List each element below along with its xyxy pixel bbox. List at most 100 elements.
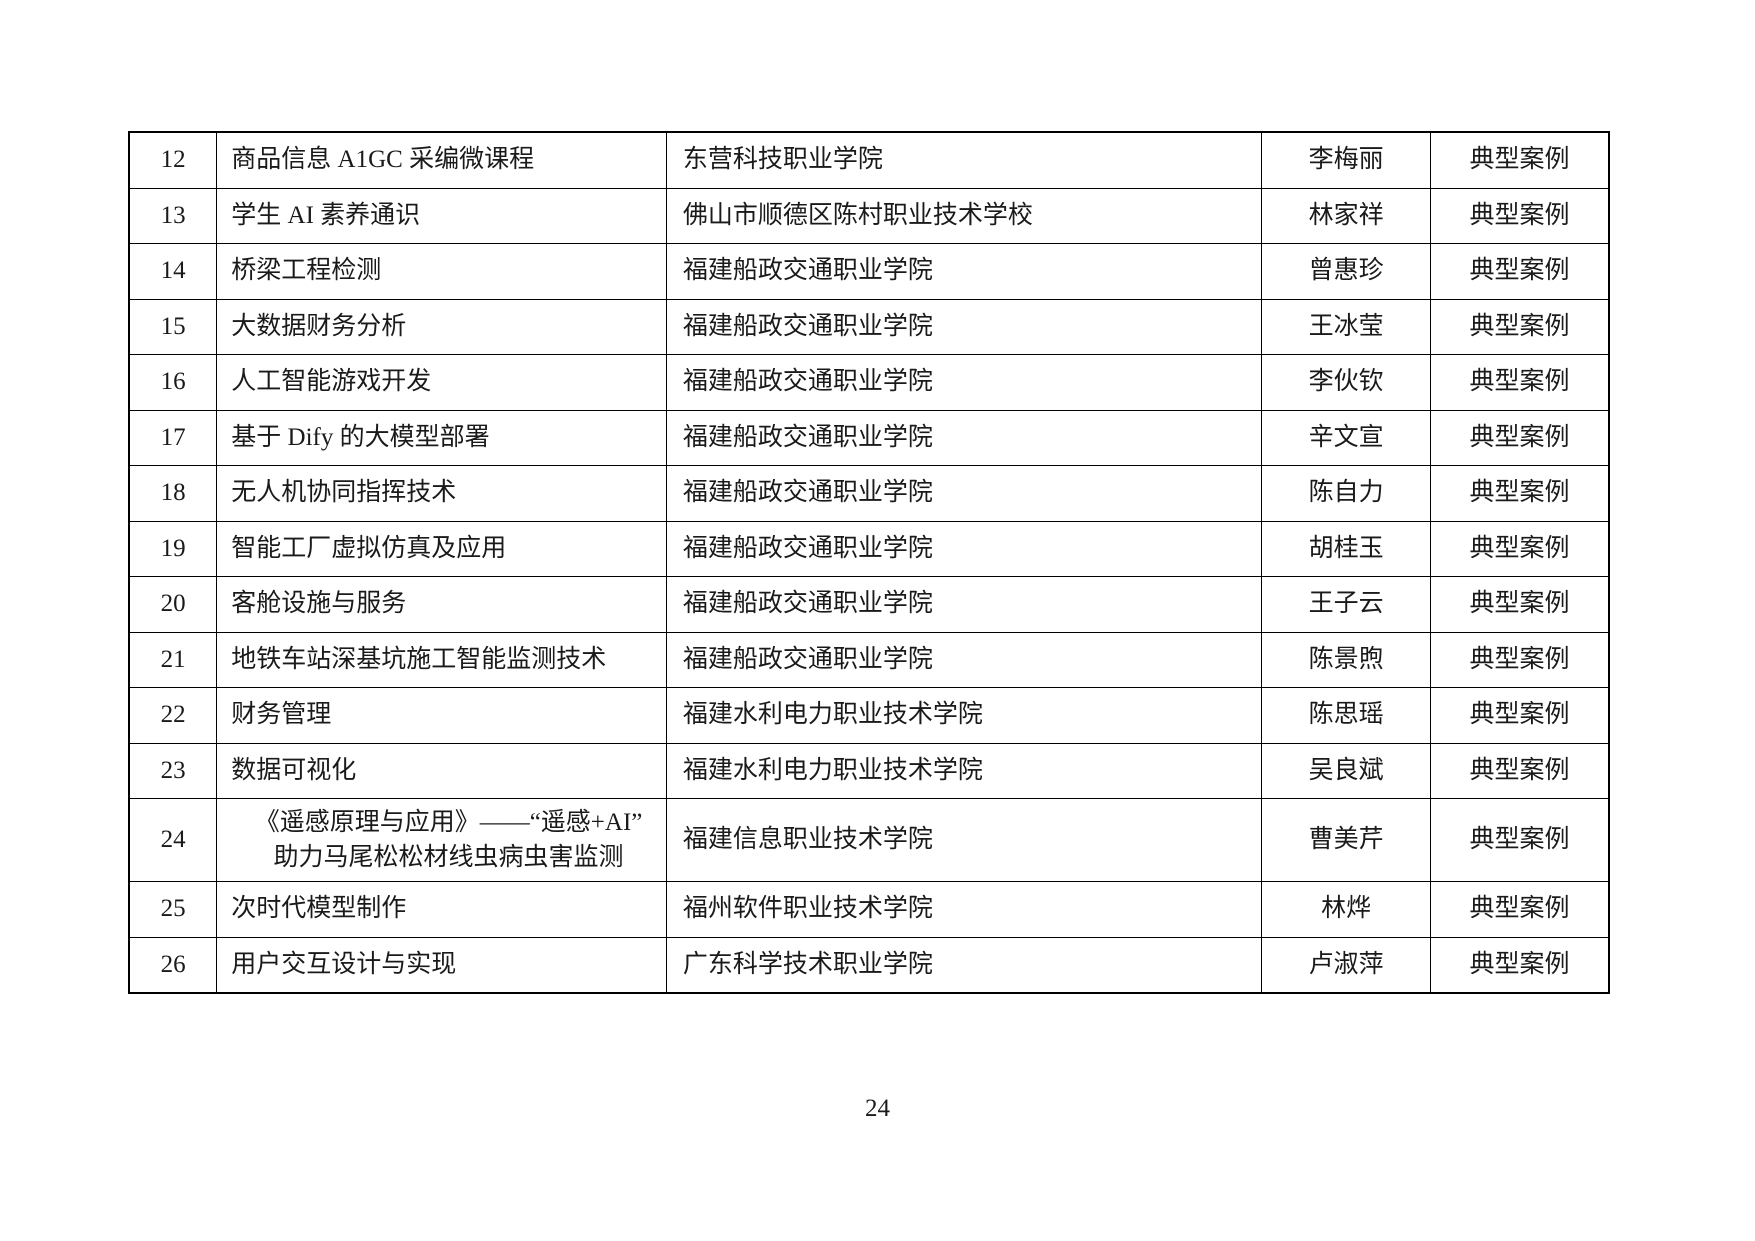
course-name-cell: 学生 AI 素养通识 [216,187,667,244]
school-name-cell: 福建船政交通职业学院 [665,243,1263,300]
school-name-cell: 福建船政交通职业学院 [665,354,1263,411]
table-row: 12 商品信息 A1GC 采编微课程 东营科技职业学院 李梅丽 典型案例 [128,131,1610,189]
award-type-cell: 典型案例 [1430,409,1610,466]
course-name-cell: 客舱设施与服务 [216,576,667,633]
school-name-cell: 福建水利电力职业技术学院 [665,742,1263,799]
award-type-cell: 典型案例 [1430,243,1610,300]
school-name-cell: 福建信息职业技术学院 [665,798,1263,882]
award-type-cell: 典型案例 [1430,687,1610,744]
school-name-cell: 福建船政交通职业学院 [665,465,1263,522]
row-index-cell: 24 [128,798,218,882]
award-type-cell: 典型案例 [1430,576,1610,633]
award-type-cell: 典型案例 [1430,131,1610,189]
school-name-cell: 佛山市顺德区陈村职业技术学校 [665,187,1263,244]
teacher-name-cell: 陈景煦 [1261,631,1432,688]
table-row: 17 基于 Dify 的大模型部署 福建船政交通职业学院 辛文宣 典型案例 [128,409,1610,466]
award-type-cell: 典型案例 [1430,798,1610,882]
teacher-name-cell: 林家祥 [1261,187,1432,244]
table-row: 19 智能工厂虚拟仿真及应用 福建船政交通职业学院 胡桂玉 典型案例 [128,520,1610,577]
table-row: 16 人工智能游戏开发 福建船政交通职业学院 李伙钦 典型案例 [128,354,1610,411]
course-name-text: 次时代模型制作 [231,895,407,923]
row-index-cell: 26 [128,936,218,994]
teacher-name-cell: 胡桂玉 [1261,520,1432,577]
school-name-cell: 福州软件职业技术学院 [665,881,1263,938]
table-row: 18 无人机协同指挥技术 福建船政交通职业学院 陈自力 典型案例 [128,465,1610,522]
course-name-text: 智能工厂虚拟仿真及应用 [231,534,507,562]
award-type-cell: 典型案例 [1430,354,1610,411]
teacher-name-cell: 吴良斌 [1261,742,1432,799]
teacher-name-cell: 卢淑萍 [1261,936,1432,994]
table-row: 23 数据可视化 福建水利电力职业技术学院 吴良斌 典型案例 [128,742,1610,799]
course-name-cell: 财务管理 [216,687,667,744]
school-name-cell: 福建船政交通职业学院 [665,631,1263,688]
award-type-cell: 典型案例 [1430,520,1610,577]
table-row: 15 大数据财务分析 福建船政交通职业学院 王冰莹 典型案例 [128,298,1610,355]
course-name-text: 大数据财务分析 [231,312,407,340]
course-name-text: 人工智能游戏开发 [231,368,432,396]
course-name-text: 地铁车站深基坑施工智能监测技术 [231,645,607,673]
teacher-name-cell: 陈自力 [1261,465,1432,522]
course-name-text: 基于 Dify 的大模型部署 [231,423,490,451]
award-type-cell: 典型案例 [1430,187,1610,244]
table-row: 22 财务管理 福建水利电力职业技术学院 陈思瑶 典型案例 [128,687,1610,744]
course-name-text: 用户交互设计与实现 [231,950,457,978]
course-name-cell: 人工智能游戏开发 [216,354,667,411]
course-name-text: 学生 AI 素养通识 [231,201,421,229]
course-name-text: 客舱设施与服务 [231,590,407,618]
course-name-cell: 次时代模型制作 [216,881,667,938]
teacher-name-cell: 曾惠珍 [1261,243,1432,300]
award-type-cell: 典型案例 [1430,631,1610,688]
course-name-text: 桥梁工程检测 [231,257,382,285]
course-name-text: 商品信息 A1GC 采编微课程 [231,146,535,174]
row-index-cell: 12 [128,131,218,189]
course-name-cell: 商品信息 A1GC 采编微课程 [216,131,667,189]
school-name-cell: 福建船政交通职业学院 [665,520,1263,577]
table-row: 25 次时代模型制作 福州软件职业技术学院 林烨 典型案例 [128,881,1610,938]
school-name-cell: 福建船政交通职业学院 [665,298,1263,355]
table-row: 13 学生 AI 素养通识 佛山市顺德区陈村职业技术学校 林家祥 典型案例 [128,187,1610,244]
teacher-name-cell: 陈思瑶 [1261,687,1432,744]
course-name-text: 无人机协同指挥技术 [231,479,457,507]
teacher-name-cell: 李伙钦 [1261,354,1432,411]
row-index-cell: 17 [128,409,218,466]
table-row: 20 客舱设施与服务 福建船政交通职业学院 王子云 典型案例 [128,576,1610,633]
teacher-name-cell: 王子云 [1261,576,1432,633]
school-name-cell: 福建船政交通职业学院 [665,409,1263,466]
course-name-line: 助力马尾松松材线虫病虫害监测 [273,844,624,871]
award-type-cell: 典型案例 [1430,881,1610,938]
school-name-cell: 福建船政交通职业学院 [665,576,1263,633]
course-list-table: 12 商品信息 A1GC 采编微课程 东营科技职业学院 李梅丽 典型案例 13 学生 AI … [128,131,1610,994]
course-name-cell: 智能工厂虚拟仿真及应用 [216,520,667,577]
page-number: 24 [865,1095,890,1122]
course-name-multiline: 《遥感原理与应用》——“遥感+AI” 助力马尾松松材线虫病虫害监测 [231,803,666,878]
course-name-text: 财务管理 [231,701,332,729]
teacher-name-cell: 林烨 [1261,881,1432,938]
course-table-container: 12 商品信息 A1GC 采编微课程 东营科技职业学院 李梅丽 典型案例 13 学生 AI … [128,131,1610,994]
school-name-cell: 广东科学技术职业学院 [665,936,1263,994]
teacher-name-cell: 辛文宣 [1261,409,1432,466]
course-name-cell: 用户交互设计与实现 [216,936,667,994]
teacher-name-cell: 曹美芹 [1261,798,1432,882]
award-type-cell: 典型案例 [1430,465,1610,522]
row-index-cell: 25 [128,881,218,938]
row-index-cell: 23 [128,742,218,799]
award-type-cell: 典型案例 [1430,298,1610,355]
teacher-name-cell: 王冰莹 [1261,298,1432,355]
row-index-cell: 14 [128,243,218,300]
course-name-cell: 基于 Dify 的大模型部署 [216,409,667,466]
course-name-cell: 大数据财务分析 [216,298,667,355]
table-row: 24 《遥感原理与应用》——“遥感+AI” 助力马尾松松材线虫病虫害监测 福建信息职业… [128,798,1610,882]
row-index-cell: 19 [128,520,218,577]
table-row: 14 桥梁工程检测 福建船政交通职业学院 曾惠珍 典型案例 [128,243,1610,300]
course-name-cell: 《遥感原理与应用》——“遥感+AI” 助力马尾松松材线虫病虫害监测 [216,798,667,882]
row-index-cell: 22 [128,687,218,744]
row-index-cell: 16 [128,354,218,411]
row-index-cell: 13 [128,187,218,244]
course-name-cell: 无人机协同指挥技术 [216,465,667,522]
award-type-cell: 典型案例 [1430,936,1610,994]
course-name-cell: 数据可视化 [216,742,667,799]
row-index-cell: 18 [128,465,218,522]
school-name-cell: 东营科技职业学院 [665,131,1263,189]
course-name-line: 《遥感原理与应用》——“遥感+AI” [254,808,643,836]
